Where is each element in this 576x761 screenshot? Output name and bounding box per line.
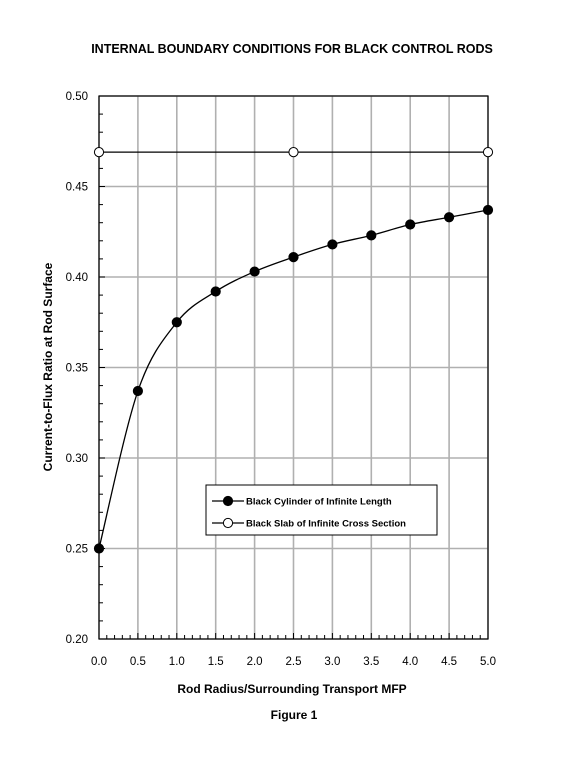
series-markers — [93, 147, 494, 554]
legend-marker-slab — [222, 517, 234, 529]
y-tick-labels: 0.20 0.25 0.30 0.35 0.40 0.45 0.50 — [66, 91, 88, 646]
legend-label-slab: Black Slab of Infinite Cross Section — [246, 519, 406, 530]
data-point-0 — [171, 317, 182, 328]
y-tick-label: 0.35 — [66, 363, 88, 375]
x-tick-label: 3.0 — [324, 656, 340, 668]
x-tick-label: 1.5 — [208, 656, 224, 668]
x-tick-label: 2.0 — [247, 656, 263, 668]
legend-item-slab: Black Slab of Infinite Cross Section — [212, 517, 406, 530]
x-tick-labels: 0.0 0.5 1.0 1.5 2.0 2.5 3.0 3.5 4.0 4.5 5.0 — [91, 656, 496, 668]
legend-box — [205, 484, 438, 536]
data-point-0 — [288, 251, 299, 263]
data-point-0 — [327, 239, 338, 250]
chart-title: INTERNAL BOUNDARY CONDITIONS FOR BLACK C… — [91, 42, 493, 56]
legend-item-cylinder: Black Cylinder of Infinite Length — [212, 495, 392, 508]
minor-ticks — [98, 95, 489, 640]
y-tick-label: 0.30 — [66, 453, 88, 465]
data-point-1 — [93, 147, 105, 158]
data-point-0 — [132, 385, 143, 397]
data-point-0 — [482, 204, 494, 216]
data-point-1 — [482, 147, 494, 158]
data-point-1 — [288, 147, 299, 158]
x-tick-label: 4.5 — [441, 656, 457, 668]
data-point-0 — [366, 230, 377, 241]
legend-marker-cylinder — [222, 495, 234, 507]
legend: Black Cylinder of Infinite Length Black … — [205, 484, 438, 536]
data-point-0 — [93, 543, 105, 554]
x-tick-label: 3.5 — [363, 656, 379, 668]
y-tick-label: 0.45 — [66, 182, 88, 194]
x-tick-label: 5.0 — [480, 656, 496, 668]
y-tick-label: 0.40 — [66, 272, 88, 284]
data-point-0 — [444, 212, 455, 223]
data-point-0 — [249, 266, 260, 277]
series-line-0 — [98, 209, 489, 549]
x-tick-label: 0.0 — [91, 656, 107, 668]
y-tick-label: 0.50 — [66, 91, 88, 103]
data-point-0 — [210, 286, 221, 297]
figure-caption: Figure 1 — [271, 708, 318, 722]
y-tick-label: 0.20 — [66, 634, 88, 646]
x-tick-label: 1.0 — [169, 656, 185, 668]
x-tick-label: 0.5 — [130, 656, 146, 668]
x-tick-label: 2.5 — [286, 656, 302, 668]
grid-lines — [98, 95, 489, 640]
y-axis-label: Current-to-Flux Ratio at Rod Surface — [41, 262, 55, 471]
legend-label-cylinder: Black Cylinder of Infinite Length — [246, 497, 392, 508]
data-point-0 — [405, 219, 416, 230]
x-tick-label: 4.0 — [402, 656, 418, 668]
x-axis-label: Rod Radius/Surrounding Transport MFP — [177, 682, 406, 696]
y-tick-label: 0.25 — [66, 544, 88, 556]
